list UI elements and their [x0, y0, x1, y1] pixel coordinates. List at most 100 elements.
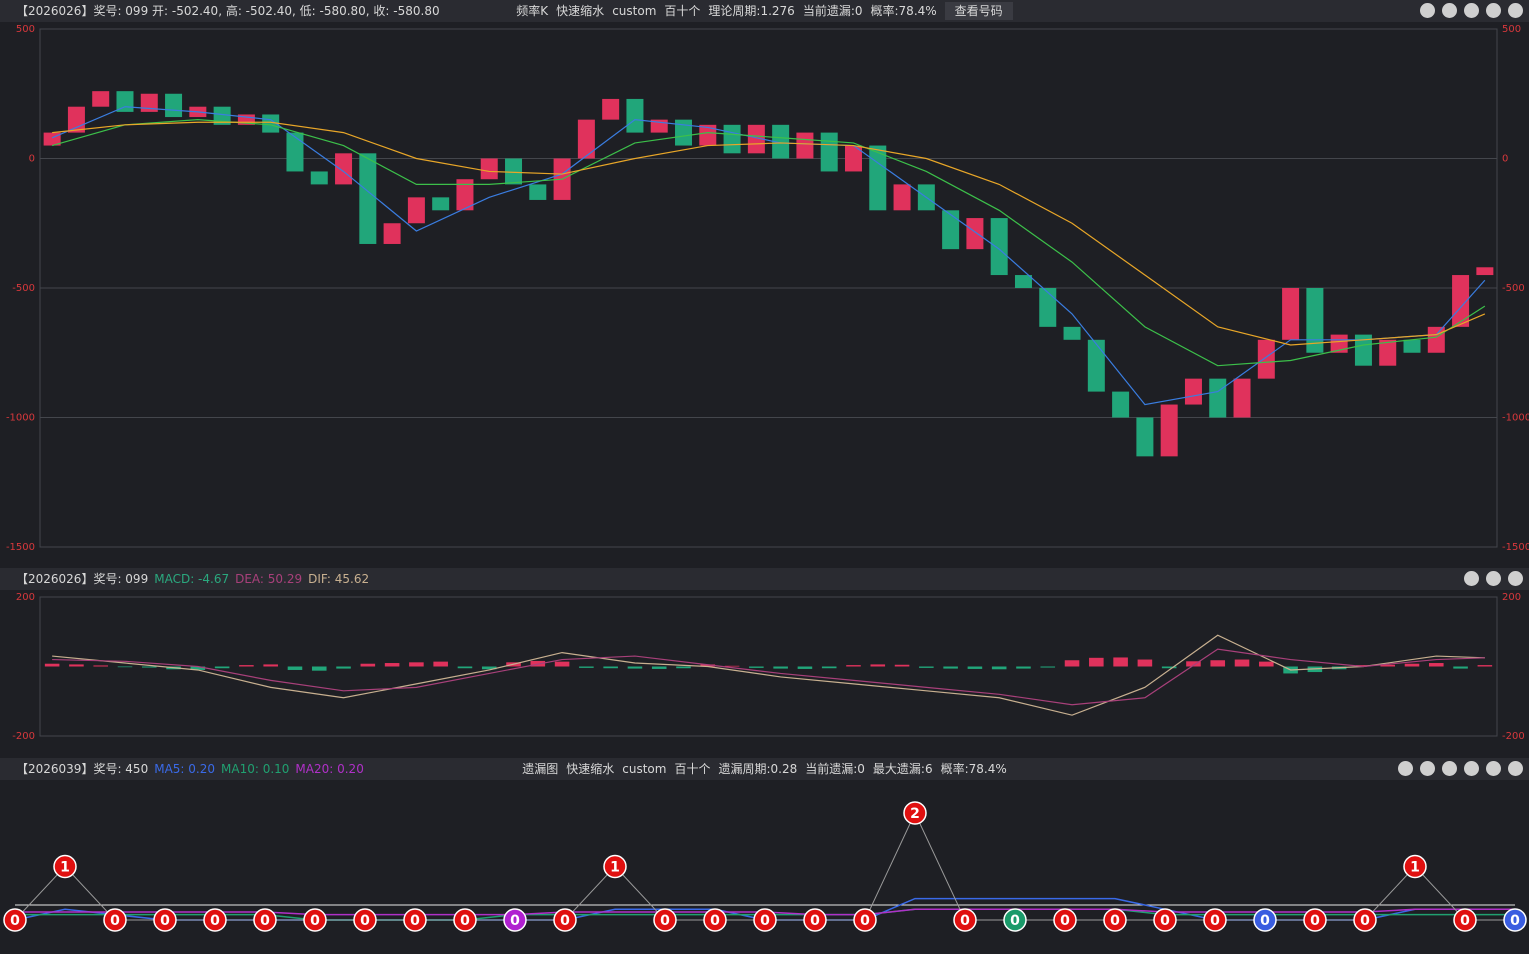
header-item: custom	[612, 4, 657, 18]
icon[interactable]	[1508, 761, 1523, 776]
header-item: 百十个	[674, 762, 711, 776]
macd-bar	[1089, 657, 1104, 667]
header-item: 百十个	[664, 4, 701, 18]
macd-bar	[627, 666, 643, 669]
candle	[407, 197, 425, 224]
icon[interactable]	[1464, 571, 1479, 586]
candle	[602, 98, 620, 120]
candle	[1136, 417, 1154, 457]
icon[interactable]	[1464, 3, 1479, 18]
macd-bar	[1477, 665, 1493, 667]
macd-bar	[457, 666, 473, 669]
macd-bar	[846, 665, 861, 667]
header-item: 概率:78.4%	[940, 762, 1007, 776]
icon[interactable]	[1486, 761, 1501, 776]
macd-bar	[1040, 666, 1056, 668]
y-tick-label: -1000	[6, 413, 35, 424]
omission-marker	[353, 908, 377, 932]
macd-bar	[190, 666, 206, 670]
header-stat: MACD: -4.67	[154, 572, 230, 586]
header-item: 当前遗漏:0	[802, 4, 863, 18]
candle	[1379, 339, 1397, 366]
candle	[1233, 378, 1251, 418]
macd-bar	[214, 666, 230, 669]
icon[interactable]	[1464, 761, 1479, 776]
icon[interactable]	[1442, 761, 1457, 776]
icon[interactable]	[1442, 3, 1457, 18]
candle	[1087, 339, 1105, 392]
macd-bar	[870, 664, 886, 667]
marker-label: 0	[210, 913, 220, 929]
header-title: 【2026039】奖号: 450	[16, 762, 149, 776]
marker-label: 0	[1010, 913, 1020, 929]
candle	[747, 124, 765, 154]
omission-marker	[1103, 908, 1127, 932]
macd-bar	[117, 666, 133, 668]
candle	[772, 124, 790, 159]
candle	[383, 223, 401, 244]
omission-marker	[703, 908, 727, 932]
header-item: custom	[622, 762, 667, 776]
marker-label: 0	[1510, 913, 1520, 929]
omission-marker	[203, 908, 227, 932]
macd-bar	[554, 661, 570, 667]
omission-marker	[3, 908, 27, 932]
candle	[577, 119, 595, 159]
candle	[1476, 267, 1494, 276]
candle	[723, 124, 741, 154]
y-tick-label: 500	[1502, 24, 1521, 35]
y-tick-label: -500	[1502, 283, 1525, 294]
candle	[626, 98, 644, 133]
marker-label: 0	[110, 913, 120, 929]
macd-bar	[1210, 660, 1226, 667]
header-bar: 【2026026】奖号: 099 MACD: -4.67 DEA: 50.29 DIF…	[0, 568, 1529, 590]
omission-marker	[803, 908, 827, 932]
omission-marker	[1503, 908, 1527, 932]
macd-bar	[991, 666, 1007, 670]
candle	[1112, 391, 1130, 418]
icon[interactable]	[1486, 3, 1501, 18]
macd-line	[52, 634, 1485, 716]
marker-label: 1	[60, 860, 70, 876]
candle	[893, 184, 911, 211]
marker-label: 0	[460, 913, 470, 929]
omission-marker	[503, 908, 527, 932]
marker-label: 0	[960, 913, 970, 929]
macd-bar	[1259, 661, 1274, 667]
candle	[966, 218, 984, 250]
button[interactable]: 查看号码	[944, 2, 1013, 20]
y-tick-label: -1500	[6, 542, 35, 553]
candle	[844, 145, 862, 172]
icon[interactable]	[1398, 761, 1413, 776]
marker-label: 1	[1410, 860, 1420, 876]
icon[interactable]	[1508, 571, 1523, 586]
marker-label: 0	[1460, 913, 1470, 929]
header-bar: 【2026039】奖号: 450 MA5: 0.20 MA10: 0.10 MA20:…	[0, 758, 1529, 780]
macd-bar	[773, 666, 788, 669]
macd-bar	[1234, 659, 1250, 667]
header-item: 最大遗漏:6	[872, 762, 933, 776]
candle	[92, 91, 110, 107]
macd-bar	[44, 663, 60, 667]
icon[interactable]	[1420, 3, 1435, 18]
omission-marker	[1003, 908, 1027, 932]
candle	[432, 197, 450, 211]
header-item: 概率:78.4%	[870, 4, 937, 18]
omission-marker	[653, 908, 677, 932]
marker-label: 0	[1160, 913, 1170, 929]
candle	[165, 93, 183, 118]
candle	[480, 158, 498, 180]
macd-bar	[1404, 663, 1420, 667]
icon[interactable]	[1420, 761, 1435, 776]
omission-line	[14, 811, 1515, 921]
macd-bar	[797, 666, 813, 669]
candle	[1014, 275, 1032, 288]
icon[interactable]	[1486, 571, 1501, 586]
macd-bar	[676, 666, 691, 669]
header-stat: DIF: 45.62	[308, 572, 370, 586]
candle	[1184, 378, 1202, 405]
icon[interactable]	[1508, 3, 1523, 18]
macd-bar	[1429, 663, 1444, 667]
y-tick-label: 500	[16, 24, 35, 35]
header-item: 快速缩水	[556, 4, 605, 18]
